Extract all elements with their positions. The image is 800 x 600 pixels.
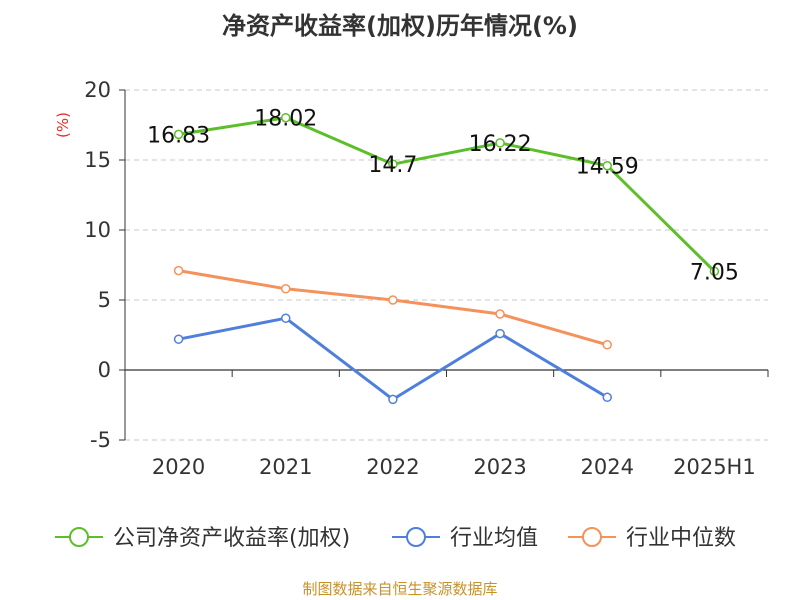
legend: 公司净资产收益率(加权) 行业均值 行业中位数 [55,526,736,551]
series-lines [173,112,720,405]
legend-label: 公司净资产收益率(加权) [113,526,350,551]
data-point [709,266,720,277]
x-tick-label: 2024 [581,455,634,479]
y-tick-label: 0 [98,358,111,382]
legend-marker [582,527,602,547]
y-tick-label: -5 [90,428,111,452]
data-point [495,138,505,148]
data-point [602,392,612,403]
data-labels: 16.83 18.02 14.7 16.22 14.59 7.05 [147,107,739,286]
y-tick-label: 5 [98,288,111,312]
x-tick-label: 2021 [259,455,312,479]
series-line [178,116,716,273]
data-label: 14.59 [576,155,639,180]
data-point [495,328,505,339]
axes: 20 15 10 5 0 -5 (%) 2020 2021 2022 2023 2024 2025H1 [54,78,769,479]
x-tick-label: 2022 [366,455,419,479]
y-tick-label: 15 [84,148,111,172]
grid-lines [125,89,768,441]
data-point [602,340,612,350]
x-tick-label: 2025H1 [673,455,756,479]
y-tick-label: 10 [84,218,111,242]
data-label: 16.22 [469,132,532,157]
series-line [178,269,608,347]
source-note: 制图数据来自恒生聚源数据库 [302,580,498,598]
legend-marker [69,527,89,547]
data-point [281,313,291,323]
x-tick-label: 2020 [152,455,205,479]
data-label: 16.83 [147,123,210,148]
x-tick-label: 2023 [473,455,526,479]
legend-marker [406,527,426,547]
data-point [173,129,184,140]
data-point [388,159,398,169]
data-point [173,265,184,276]
data-point [388,394,398,405]
data-point [281,112,291,123]
data-point [173,334,184,344]
data-label: 18.02 [254,107,317,132]
y-tick-label: 20 [84,78,111,102]
chart-title: 净资产收益率(加权)历年情况(%) [222,12,578,40]
y-axis-unit-label: (%) [54,112,72,138]
legend-label: 行业中位数 [626,526,736,551]
data-point [602,160,612,171]
data-point [281,284,291,294]
data-point [495,309,505,319]
data-label: 7.05 [690,260,739,285]
data-point [388,295,398,305]
series-line [178,316,609,401]
legend-label: 行业均值 [450,526,538,551]
data-label: 14.7 [368,153,417,178]
